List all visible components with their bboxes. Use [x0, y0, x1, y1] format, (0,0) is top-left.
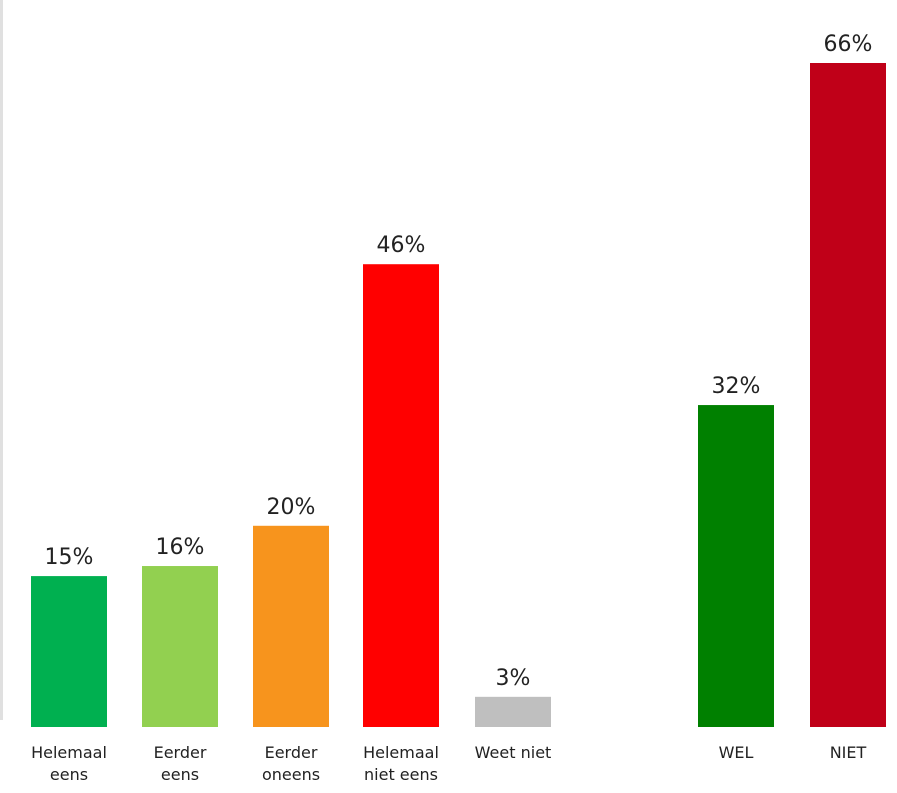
category-label-eerder-eens: Eerder eens	[154, 743, 207, 784]
category-label-helemaal-niet-eens: Helemaal niet eens	[363, 743, 439, 784]
category-label-helemaal-eens: Helemaal eens	[31, 743, 107, 784]
bar-wel	[698, 405, 774, 727]
category-label-niet: NIET	[830, 743, 867, 762]
bar-weet-niet	[475, 696, 551, 727]
category-label-weet-niet: Weet niet	[475, 743, 552, 762]
category-label-wel: WEL	[719, 743, 754, 762]
category-label-eerder-oneens: Eerder oneens	[262, 743, 320, 784]
value-label-eerder-eens: 16%	[156, 535, 205, 560]
value-label-helemaal-eens: 15%	[45, 545, 94, 570]
value-label-niet: 66%	[824, 32, 873, 57]
bar-niet	[810, 63, 886, 727]
bar-eerder-eens	[142, 566, 218, 727]
value-label-wel: 32%	[712, 374, 761, 399]
value-label-eerder-oneens: 20%	[267, 495, 316, 520]
bar-eerder-oneens	[253, 525, 329, 727]
value-label-helemaal-niet-eens: 46%	[377, 233, 426, 258]
value-label-weet-niet: 3%	[496, 666, 531, 691]
left-border-line	[0, 0, 3, 720]
bar-helemaal-eens	[31, 576, 107, 727]
bar-helemaal-niet-eens	[363, 264, 439, 727]
